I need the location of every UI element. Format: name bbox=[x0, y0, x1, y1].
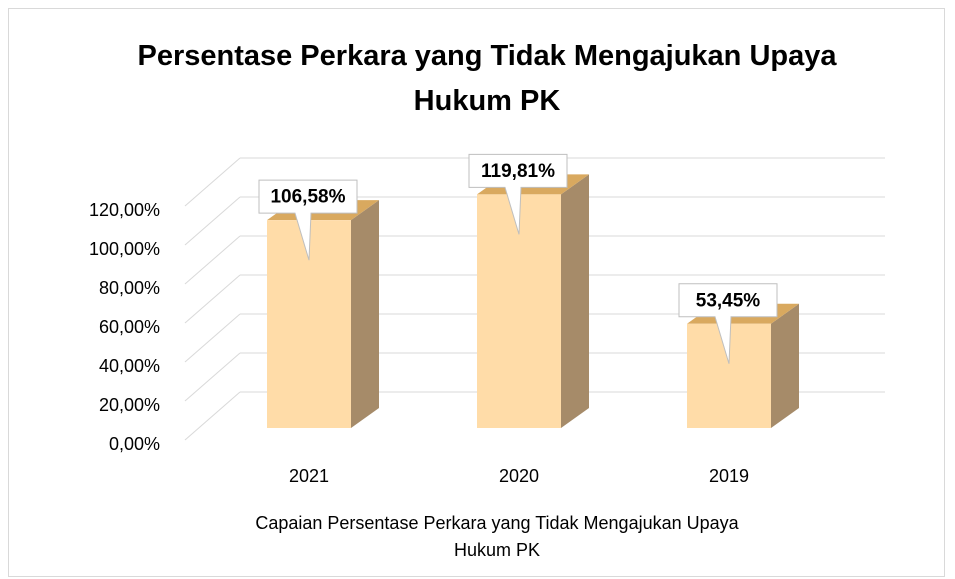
x-axis-title: Capaian Persentase Perkara yang Tidak Me… bbox=[255, 513, 739, 560]
chart-title: Persentase Perkara yang Tidak Mengajukan… bbox=[137, 40, 837, 117]
x-tick-label: 2019 bbox=[709, 466, 749, 486]
callout bbox=[468, 153, 568, 235]
chart-frame bbox=[8, 8, 945, 577]
grid-line bbox=[184, 274, 241, 324]
data-label: 106,58% bbox=[270, 187, 345, 208]
y-tick-label: 0,00% bbox=[109, 434, 160, 454]
bar-side bbox=[771, 303, 799, 428]
callout bbox=[258, 179, 358, 261]
data-label: 53,45% bbox=[696, 290, 761, 311]
bar-side bbox=[351, 200, 379, 428]
y-tick-label: 80,00% bbox=[99, 278, 160, 298]
grid-line bbox=[184, 157, 241, 207]
data-label: 119,81% bbox=[481, 161, 555, 182]
y-tick-label: 120,00% bbox=[89, 200, 160, 220]
y-tick-label: 100,00% bbox=[89, 239, 160, 259]
x-tick-label: 2021 bbox=[289, 466, 329, 486]
grid-line bbox=[184, 313, 241, 363]
bar-side bbox=[561, 174, 589, 428]
grid-line bbox=[184, 352, 241, 402]
x-tick-label: 2020 bbox=[499, 466, 539, 486]
y-tick-label: 20,00% bbox=[99, 395, 160, 415]
y-tick-label: 60,00% bbox=[99, 317, 160, 337]
y-tick-label: 40,00% bbox=[99, 356, 160, 376]
grid-line bbox=[184, 235, 241, 285]
grid-line bbox=[184, 391, 241, 441]
grid-line bbox=[184, 196, 241, 246]
callout bbox=[678, 283, 778, 364]
